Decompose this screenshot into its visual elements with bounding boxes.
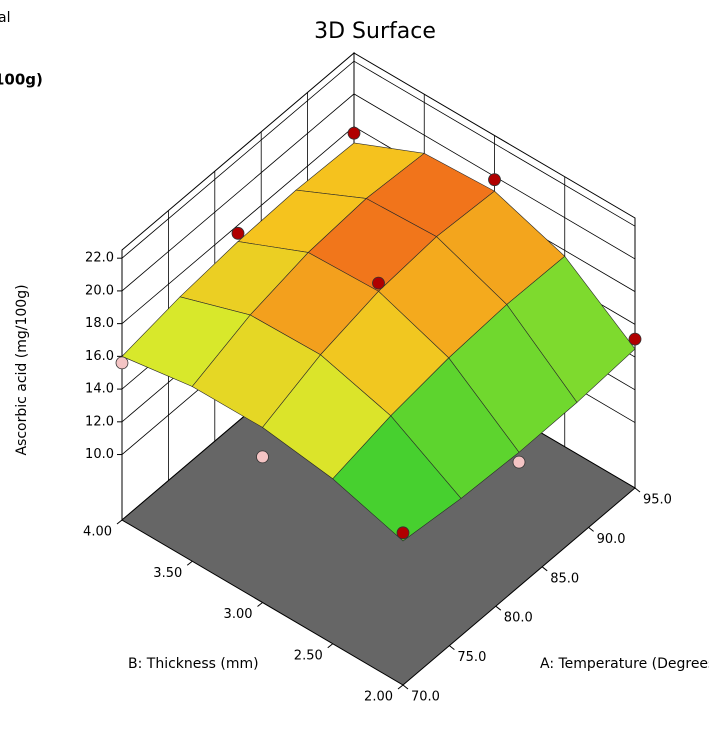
tick-mark [402,684,409,690]
design-point [115,356,129,370]
tick-mark [257,602,263,607]
z-tick-label: 20.0 [85,283,114,298]
z-tick-label: 18.0 [85,316,114,331]
tick-mark [327,643,334,649]
chart-title: 3D Surface [314,19,436,44]
tick-mark [397,684,404,690]
y-tick-label: 3.00 [224,607,253,622]
x-tick-label: 90.0 [597,532,626,547]
tick-mark [116,519,123,525]
z-tick-label: 14.0 [85,382,114,397]
y-tick-label: 3.50 [153,566,182,581]
z-tick-label: 16.0 [85,349,114,364]
y-tick-label: 4.00 [83,525,112,540]
design-point [231,226,245,240]
design-point [628,332,642,346]
x-tick-label: 95.0 [643,493,672,508]
tick-mark [541,566,548,572]
x-tick-label: 70.0 [411,690,440,705]
design-point [512,455,526,469]
x-tick-label: 85.0 [550,571,579,586]
x-tick-label: 80.0 [504,611,533,626]
tick-mark [186,560,193,566]
design-point [488,173,501,187]
design-point [372,276,385,290]
y-axis-label: B: Thickness (mm) [128,656,259,672]
tick-mark [588,527,594,532]
tick-mark [449,645,455,650]
z-tick-label: 12.0 [85,414,114,429]
tick-mark [634,487,641,493]
z-tick-label: 22.0 [85,251,114,266]
z-tick-label: 10.0 [85,447,114,462]
tick-mark [495,605,502,611]
surface-patch [332,415,462,542]
y-tick-label: 2.50 [294,648,323,663]
design-point [347,126,361,140]
cropped-legend-text: 100g) [0,71,43,89]
cropped-legend-text: al [0,10,10,26]
y-tick-label: 2.00 [364,690,393,705]
x-axis-label: A: Temperature (Degrees) [540,656,709,672]
design-point [256,450,269,464]
z-axis-label: Ascorbic acid (mg/100g) [14,284,30,455]
design-point [396,526,410,540]
x-tick-label: 75.0 [457,650,486,665]
